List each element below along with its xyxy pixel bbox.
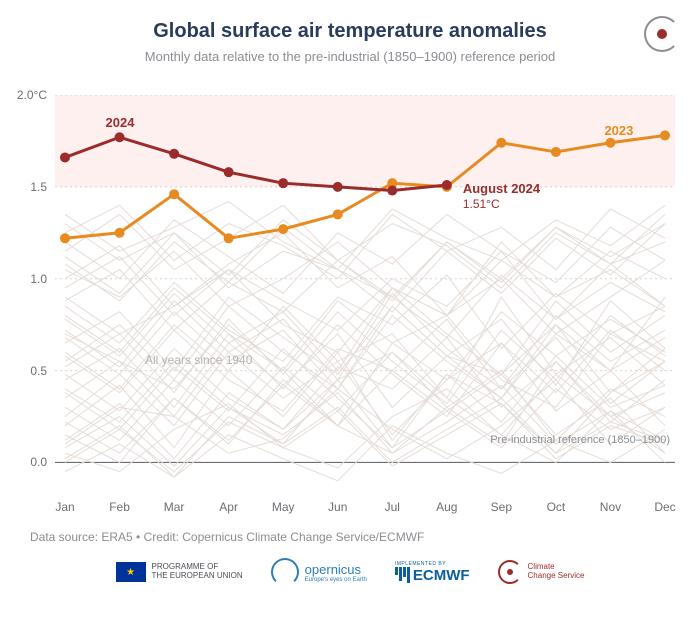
ecmwf-bars-icon xyxy=(395,567,410,583)
line-2024-marker xyxy=(333,182,343,192)
ccs-text: Climate Change Service xyxy=(528,563,585,581)
x-tick-label: May xyxy=(272,500,295,514)
line-2023-marker xyxy=(660,130,670,140)
line-2024-marker xyxy=(442,180,452,190)
x-tick-label: Aug xyxy=(436,500,457,514)
y-tick-label: 0.0 xyxy=(30,455,47,469)
y-tick-label: 1.5 xyxy=(30,180,47,194)
line-2024-marker xyxy=(169,149,179,159)
x-tick-label: Nov xyxy=(600,500,621,514)
x-tick-label: Apr xyxy=(219,500,238,514)
ecmwf-text-block: IMPLEMENTED BY ECMWF xyxy=(395,561,470,584)
line-2023-marker xyxy=(169,189,179,199)
line-2024-marker xyxy=(224,167,234,177)
line-2023-marker xyxy=(60,233,70,243)
line-2023-marker xyxy=(115,228,125,238)
ccs-logo: Climate Change Service xyxy=(498,560,585,584)
y-tick-label: 1.0 xyxy=(30,272,47,286)
eu-flag-icon: ★ xyxy=(116,562,146,582)
line-2024-marker xyxy=(278,178,288,188)
x-tick-label: Feb xyxy=(109,500,130,514)
chart-title: Global surface air temperature anomalies xyxy=(0,20,700,43)
chart-subtitle: Monthly data relative to the pre-industr… xyxy=(0,49,700,64)
y-tick-label: 2.0°C xyxy=(17,88,47,102)
line-2024-marker xyxy=(387,186,397,196)
copernicus-logo: opernicus Europe's eyes on Earth xyxy=(271,558,367,586)
eu-text: PROGRAMME OF THE EUROPEAN UNION xyxy=(152,563,243,581)
line-2024-marker xyxy=(115,132,125,142)
chart-svg xyxy=(55,95,675,490)
x-tick-label: Mar xyxy=(164,500,185,514)
line-2023-marker xyxy=(551,147,561,157)
line-2023-marker xyxy=(605,138,615,148)
ecmwf-logo: IMPLEMENTED BY ECMWF xyxy=(395,561,470,584)
chart-header: Global surface air temperature anomalies… xyxy=(0,0,700,64)
y-tick-label: 0.5 xyxy=(30,364,47,378)
copernicus-text: opernicus Europe's eyes on Earth xyxy=(305,562,367,583)
x-tick-label: Sep xyxy=(491,500,512,514)
x-tick-label: Jun xyxy=(328,500,347,514)
line-2023-marker xyxy=(333,209,343,219)
line-2024-marker xyxy=(60,152,70,162)
chart-plot-area: 0.00.51.01.52.0°CJanFebMarAprMayJunJulAu… xyxy=(55,95,675,490)
x-tick-label: Jul xyxy=(385,500,400,514)
copernicus-icon xyxy=(271,558,299,586)
line-2023-marker xyxy=(224,233,234,243)
credit-line: Data source: ERA5 • Credit: Copernicus C… xyxy=(30,530,424,544)
c3s-logo-icon xyxy=(644,16,680,52)
line-2023-marker xyxy=(496,138,506,148)
footer-logos: ★ PROGRAMME OF THE EUROPEAN UNION operni… xyxy=(0,558,700,586)
eu-logo: ★ PROGRAMME OF THE EUROPEAN UNION xyxy=(116,562,243,582)
ccs-ring-icon xyxy=(498,560,522,584)
x-tick-label: Dec xyxy=(654,500,675,514)
x-tick-label: Oct xyxy=(547,500,566,514)
line-2023-marker xyxy=(278,224,288,234)
x-tick-label: Jan xyxy=(55,500,74,514)
c3s-logo-inner xyxy=(657,29,667,39)
